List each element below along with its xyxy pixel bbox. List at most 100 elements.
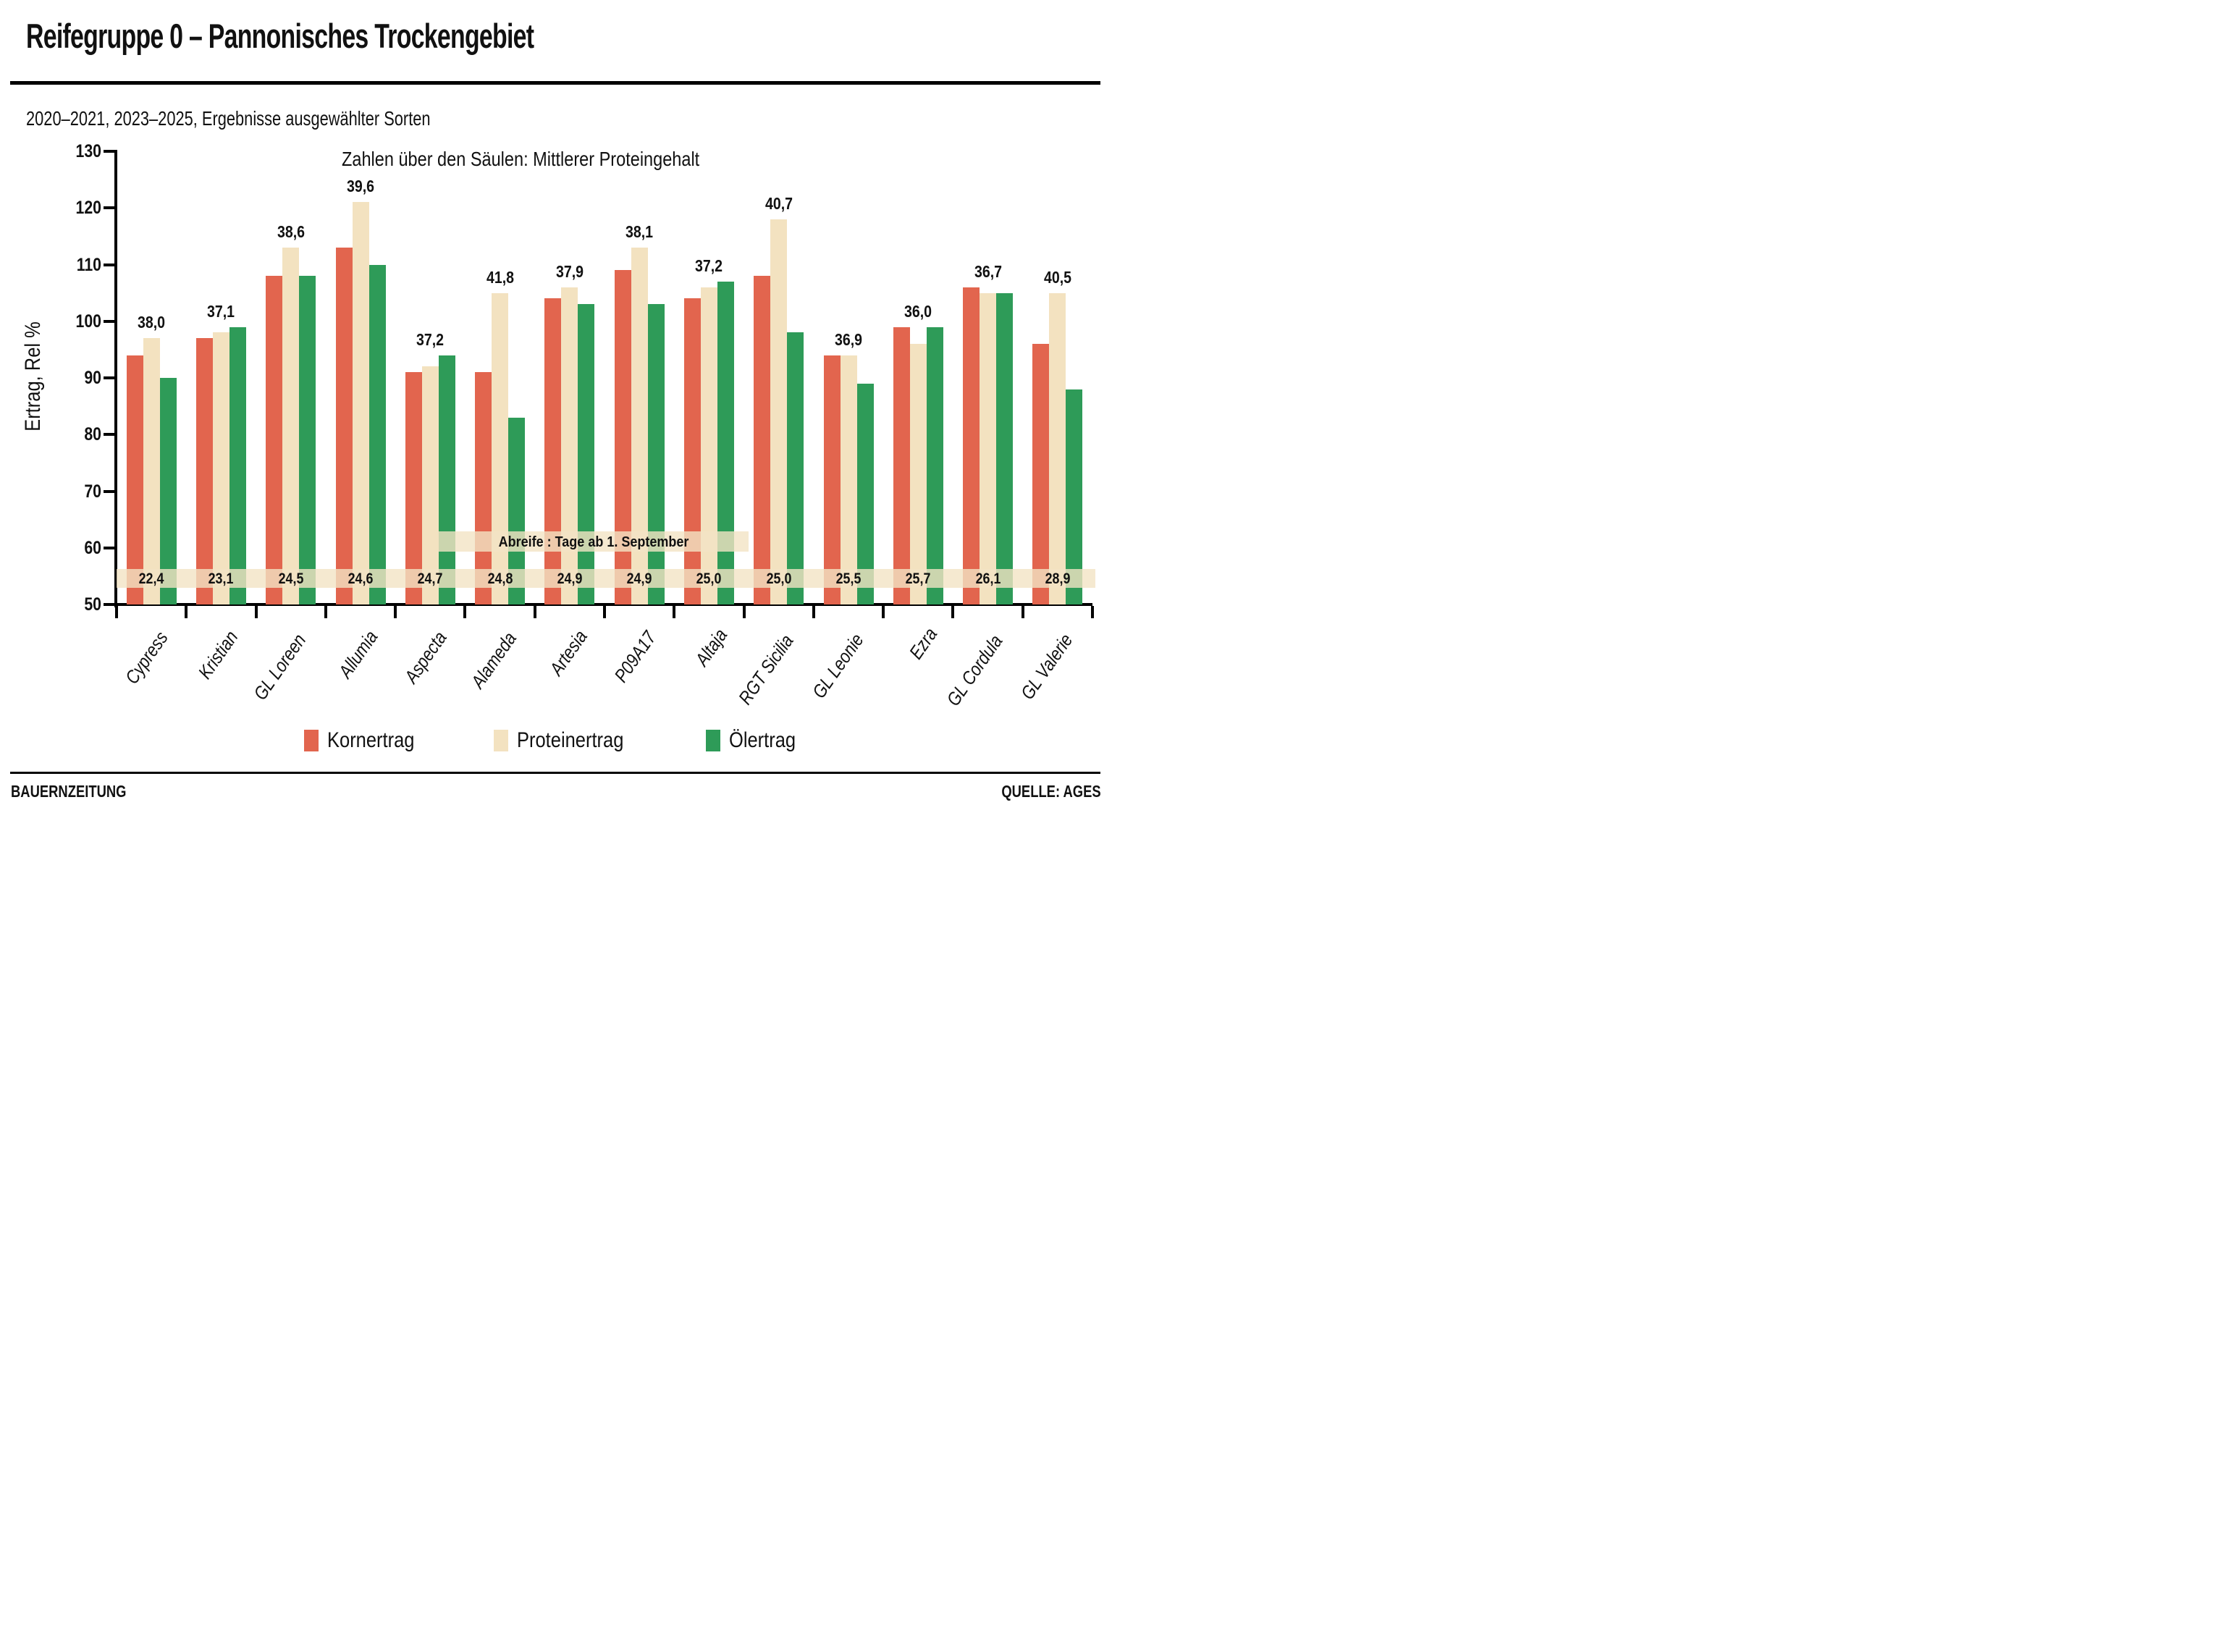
bar--lertrag-gl-leonie: [856, 383, 874, 604]
bar-kornertrag-gl-valerie: [1032, 344, 1050, 604]
y-tick-label-90: 90: [84, 368, 101, 388]
bar-kornertrag-kristian: [195, 338, 213, 604]
legend-label-proteinertrag: Proteinertrag: [516, 728, 624, 752]
protein-label-ezra: 36,0: [904, 301, 932, 321]
abreife-band-label: Abreife : Tage ab 1. September: [498, 534, 689, 550]
x-tick-1: [185, 606, 188, 618]
y-tick-110: [104, 263, 114, 266]
bar-proteinertrag-gl-leonie: [840, 355, 857, 604]
y-tick-60: [104, 546, 114, 549]
x-tick-0: [115, 606, 118, 618]
bar-proteinertrag-p09a17: [631, 248, 648, 604]
abreife-value-gl-leonie: 25,5: [835, 570, 862, 587]
x-tick-8: [673, 606, 676, 618]
protein-label-kristian: 37,1: [207, 301, 235, 321]
x-category-cypress: Cypress: [120, 627, 172, 688]
bar--lertrag-allumia: [368, 264, 386, 604]
bar-chart: 50 60 70 80 90 100 110 120 130 Abreife : Tage ab …: [0, 0, 1112, 826]
bar-kornertrag-aspecta: [405, 372, 422, 604]
bar--lertrag-gl-loreen: [299, 276, 316, 604]
bar-proteinertrag-alameda: [492, 292, 509, 604]
legend-swatch-proteinertrag: [493, 730, 508, 751]
chart-annotation: Zahlen über den Säulen: Mittlerer Protei…: [342, 148, 700, 170]
footer-source-right: QUELLE: AGES: [1001, 782, 1101, 801]
x-tick-5: [463, 606, 467, 618]
protein-label-p09a17: 38,1: [626, 222, 654, 242]
bar-kornertrag-gl-cordula: [963, 287, 980, 604]
bar-proteinertrag-artesia: [561, 287, 578, 604]
abreife-value-alameda: 24,8: [487, 570, 513, 587]
bar--lertrag-artesia: [578, 304, 595, 604]
bar-proteinertrag-altaja: [700, 287, 717, 604]
x-tick-12: [951, 606, 955, 618]
protein-label-altaja: 37,2: [695, 256, 723, 275]
bar-proteinertrag-cypress: [143, 338, 160, 604]
bar-kornertrag-ezra: [893, 326, 910, 604]
x-category-aspecta: Aspecta: [400, 627, 452, 688]
abreife-value-artesia: 24,9: [557, 570, 583, 587]
bar--lertrag-aspecta: [438, 355, 455, 604]
bar-kornertrag-gl-loreen: [266, 276, 283, 604]
legend-swatch-kornertrag: [304, 730, 319, 751]
page-subtitle: 2020–2021, 2023–2025, Ergebnisse ausgewä…: [26, 107, 431, 130]
y-tick-label-100: 100: [75, 311, 101, 332]
y-tick-70: [104, 489, 114, 493]
bar-proteinertrag-kristian: [212, 332, 229, 604]
bar-proteinertrag-allumia: [352, 202, 369, 604]
y-tick-label-70: 70: [84, 481, 101, 502]
x-tick-14: [1091, 606, 1094, 618]
bar--lertrag-kristian: [229, 326, 246, 604]
x-tick-2: [254, 606, 258, 618]
title-rule: [10, 81, 1100, 85]
abreife-values-band: [117, 569, 1095, 588]
infographic: Reifegruppe 0 – Pannonisches Trockengebi…: [0, 0, 1112, 826]
bar-kornertrag-artesia: [544, 298, 562, 604]
y-tick-label-80: 80: [84, 424, 101, 445]
legend-item-proteinertrag: Proteinertrag: [493, 728, 642, 753]
bar--lertrag-altaja: [717, 281, 734, 604]
bar--lertrag-gl-valerie: [1066, 389, 1083, 604]
x-tick-4: [394, 606, 397, 618]
x-axis-line: [114, 603, 1092, 606]
y-tick-120: [104, 206, 114, 210]
bar--lertrag-p09a17: [647, 304, 665, 604]
bar-kornertrag-altaja: [683, 298, 701, 604]
bar-proteinertrag-gl-loreen: [282, 248, 300, 604]
legend-item-kornertrag: Kornertrag: [304, 728, 430, 753]
bar--lertrag-alameda: [508, 417, 526, 604]
bar--lertrag-gl-cordula: [996, 292, 1014, 604]
protein-label-gl-loreen: 38,6: [277, 222, 305, 242]
x-category-artesia: Artesia: [544, 625, 591, 680]
abreife-value-rgt-sicilia: 25,0: [766, 570, 792, 587]
footer-rule: [10, 772, 1100, 774]
bar--lertrag-cypress: [159, 378, 177, 604]
y-axis-line: [114, 150, 117, 607]
page-title: Reifegruppe 0 – Pannonisches Trockengebi…: [26, 17, 534, 55]
y-tick-90: [104, 376, 114, 379]
y-tick-label-130: 130: [75, 141, 101, 161]
abreife-value-ezra: 25,7: [905, 570, 931, 587]
protein-label-alameda: 41,8: [486, 267, 514, 287]
x-category-allumia: Allumia: [334, 626, 382, 682]
y-tick-label-120: 120: [75, 198, 101, 219]
protein-label-gl-cordula: 36,7: [974, 261, 1002, 281]
protein-label-allumia: 39,6: [346, 177, 375, 196]
bar-proteinertrag-aspecta: [421, 366, 439, 604]
abreife-value-cypress: 22,4: [138, 570, 164, 587]
legend-swatch--lertrag: [706, 730, 721, 751]
protein-label-artesia: 37,9: [555, 261, 584, 281]
y-tick-label-50: 50: [84, 594, 101, 615]
y-tick-50: [104, 603, 114, 606]
bar-kornertrag-rgt-sicilia: [754, 276, 771, 604]
y-tick-130: [104, 150, 114, 153]
protein-label-gl-leonie: 36,9: [834, 329, 863, 349]
bar-kornertrag-cypress: [126, 355, 143, 604]
x-category-rgt-sicilia: RGT Sicilia: [733, 630, 798, 709]
x-tick-13: [1021, 606, 1024, 618]
x-category-alameda: Alameda: [466, 628, 521, 693]
y-tick-80: [104, 433, 114, 437]
x-category-gl-valerie: GL Valerie: [1016, 629, 1077, 704]
bar-proteinertrag-gl-valerie: [1049, 292, 1066, 604]
x-tick-9: [742, 606, 746, 618]
abreife-value-p09a17: 24,9: [626, 570, 652, 587]
